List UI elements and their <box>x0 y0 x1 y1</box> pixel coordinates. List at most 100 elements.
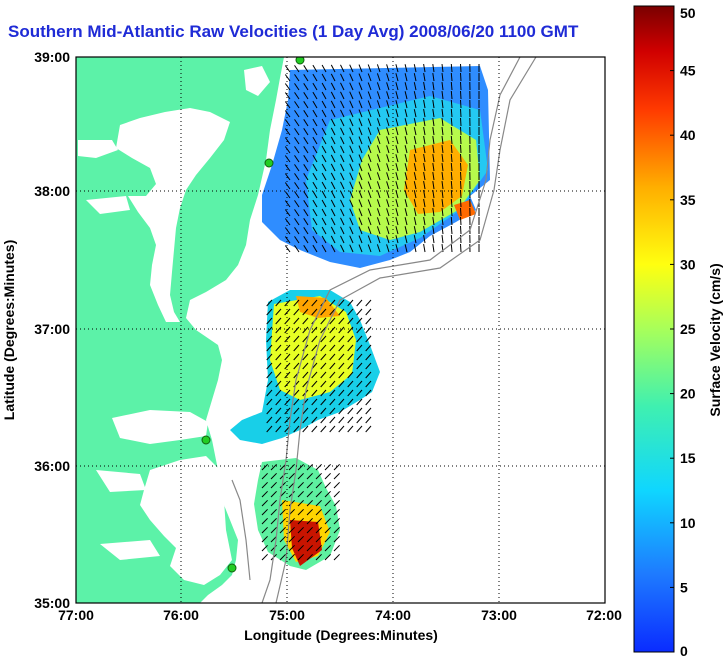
velocity-arrow <box>324 517 331 525</box>
velocity-arrow <box>340 109 345 118</box>
velocity-arrow <box>333 472 340 480</box>
velocity-arrow <box>340 64 345 73</box>
velocity-arrow <box>349 235 354 244</box>
velocity-arrow <box>395 73 399 82</box>
velocity-arrow <box>330 100 336 109</box>
velocity-arrow <box>288 472 295 480</box>
velocity-arrow <box>347 362 354 370</box>
velocity-arrow <box>356 326 363 334</box>
velocity-arrow <box>423 73 426 82</box>
velocity-arrow <box>266 380 273 388</box>
velocity-arrow <box>306 463 313 471</box>
velocity-arrow <box>386 118 390 127</box>
velocity-arrow <box>294 65 300 73</box>
velocity-arrow <box>441 163 444 172</box>
velocity-arrow <box>261 481 268 489</box>
velocity-arrow <box>386 154 390 163</box>
velocity-arrow <box>386 82 390 91</box>
velocity-arrow <box>329 344 336 352</box>
velocity-arrow <box>275 398 282 406</box>
velocity-arrow <box>266 344 273 352</box>
velocity-arrow <box>367 91 372 100</box>
velocity-arrow <box>303 209 309 217</box>
velocity-arrow <box>340 235 345 244</box>
velocity-arrow <box>340 73 345 82</box>
velocity-arrow <box>284 65 291 73</box>
velocity-arrow <box>356 344 363 352</box>
velocity-arrow <box>324 499 331 507</box>
station-marker <box>295 57 305 65</box>
velocity-arrow <box>450 234 453 244</box>
velocity-arrow <box>320 353 327 361</box>
velocity-arrow <box>275 416 282 424</box>
velocity-arrow <box>450 171 453 181</box>
velocity-arrow <box>367 154 372 163</box>
velocity-arrow <box>395 172 399 181</box>
velocity-arrow <box>303 146 309 154</box>
velocity-arrow <box>329 335 336 343</box>
velocity-arrow <box>367 109 372 118</box>
velocity-arrow <box>284 245 291 253</box>
velocity-arrow <box>349 244 354 253</box>
graticule <box>76 57 605 603</box>
velocity-arrow <box>349 190 354 199</box>
colorbar-tick-label: 30 <box>680 256 696 272</box>
velocity-arrow <box>312 199 318 208</box>
velocity-arrow <box>330 235 336 244</box>
velocity-arrow <box>261 517 268 525</box>
velocity-arrow <box>404 127 408 136</box>
colorbar-tick-label: 50 <box>680 5 696 21</box>
station-marker <box>227 563 237 573</box>
velocity-arrow <box>275 371 282 379</box>
velocity-arrow <box>441 235 444 244</box>
velocity-arrow <box>284 236 291 244</box>
velocity-arrow <box>293 398 300 406</box>
velocity-arrow <box>321 235 327 244</box>
velocity-arrow <box>270 472 277 480</box>
colorbar-tick-label: 5 <box>680 579 688 595</box>
velocity-arrow <box>297 490 304 498</box>
velocity-arrow <box>306 481 313 489</box>
velocity-arrow <box>460 198 462 208</box>
velocity-arrow <box>347 353 354 361</box>
velocity-arrow <box>441 199 444 208</box>
velocity-arrow <box>297 526 304 534</box>
velocity-arrow <box>404 136 408 145</box>
velocity-arrow <box>315 553 322 561</box>
velocity-arrow <box>432 199 435 208</box>
velocity-arrow <box>404 163 408 172</box>
velocity-arrow <box>404 226 408 235</box>
velocity-arrow <box>312 100 318 109</box>
velocity-arrow <box>306 517 313 525</box>
velocity-arrow <box>321 73 327 82</box>
velocity-arrow <box>358 199 363 208</box>
velocity-arrow <box>386 127 390 136</box>
velocity-arrow <box>413 82 417 91</box>
velocity-arrow <box>303 164 309 172</box>
velocity-arrow <box>284 155 291 163</box>
velocity-arrow <box>320 317 327 325</box>
bay-inlet-south <box>86 196 130 214</box>
velocity-arrow <box>275 317 282 325</box>
velocity-arrow <box>275 353 282 361</box>
velocity-arrow <box>293 299 300 307</box>
velocity-arrow <box>423 109 426 118</box>
velocity-arrow <box>330 82 336 91</box>
velocity-arrow <box>312 91 318 100</box>
velocity-arrow <box>297 481 304 489</box>
velocity-arrow <box>395 118 399 127</box>
velocity-arrow <box>306 472 313 480</box>
sound-arm-2 <box>100 540 160 560</box>
velocity-arrow <box>261 544 268 552</box>
velocity-arrow <box>432 64 435 73</box>
velocity-arrow <box>367 82 372 91</box>
y-tick: 39:00 <box>34 49 70 65</box>
velocity-arrow <box>340 91 345 100</box>
velocity-arrow <box>284 164 291 172</box>
velocity-arrow <box>432 235 435 244</box>
velocity-arrow <box>404 145 408 154</box>
velocity-arrow <box>329 425 336 433</box>
velocity-arrow <box>279 499 286 507</box>
velocity-arrow <box>404 154 408 163</box>
velocity-arrow <box>330 91 336 100</box>
